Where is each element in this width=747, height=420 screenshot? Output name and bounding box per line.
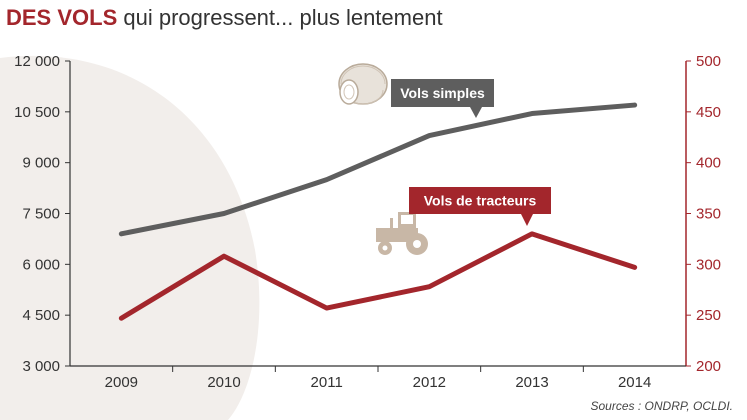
right-tick-label: 400: [696, 155, 721, 172]
right-tick-label: 450: [696, 104, 721, 121]
right-tick-label: 350: [696, 206, 721, 223]
tractor-icon: [376, 212, 428, 255]
left-tick-label: 9 000: [22, 155, 60, 172]
label-vols-simples-pointer: [470, 107, 482, 118]
axes: 3 000 4 500 6 000 7 500 9 000 10 500 12 000 200…: [14, 53, 721, 391]
background-shape: [0, 55, 260, 420]
chart-title-bold: DES VOLS: [6, 5, 118, 30]
series-line-vols-tracteurs: [118, 231, 638, 321]
x-tick-label: 2013: [515, 374, 548, 391]
series-labels: Vols simples Vols de tracteurs: [391, 79, 551, 226]
label-vols-simples-box: [391, 79, 494, 107]
label-vols-tracteurs-text: Vols de tracteurs: [424, 193, 537, 209]
series-lines: [118, 102, 638, 321]
label-vols-tracteurs-box: [409, 187, 551, 214]
left-tick-label: 12 000: [14, 53, 60, 70]
label-vols-tracteurs: Vols de tracteurs: [409, 187, 551, 226]
right-tick-label: 500: [696, 53, 721, 70]
label-vols-simples-text: Vols simples: [400, 85, 485, 101]
source-note: Sources : ONDRP, OCLDI.: [590, 399, 734, 413]
left-tick-label: 3 000: [22, 358, 60, 375]
chart-title-rest: qui progressent... plus lentement: [123, 5, 443, 30]
chart-title: DES VOLS qui progressent... plus lenteme…: [6, 4, 443, 32]
left-tick-label: 10 500: [14, 104, 60, 121]
x-tick-label: 2010: [207, 374, 240, 391]
right-tick-label: 300: [696, 256, 721, 273]
x-tick-label: 2012: [413, 374, 446, 391]
x-tick-label: 2009: [105, 374, 138, 391]
icons-layer: [338, 63, 428, 255]
left-tick-label: 6 000: [22, 256, 60, 273]
left-tick-label: 4 500: [22, 307, 60, 324]
label-vols-simples: Vols simples: [391, 79, 494, 118]
x-tick-label: 2011: [311, 374, 343, 391]
right-tick-label: 200: [696, 358, 721, 375]
left-tick-label: 7 500: [22, 206, 60, 223]
x-tick-label: 2014: [618, 374, 651, 391]
label-vols-tracteurs-pointer: [521, 214, 533, 226]
right-tick-label: 250: [696, 307, 721, 324]
series-line-vols-simples: [118, 102, 638, 237]
background-layer: [0, 55, 260, 420]
coin-roll-icon: [338, 63, 388, 105]
